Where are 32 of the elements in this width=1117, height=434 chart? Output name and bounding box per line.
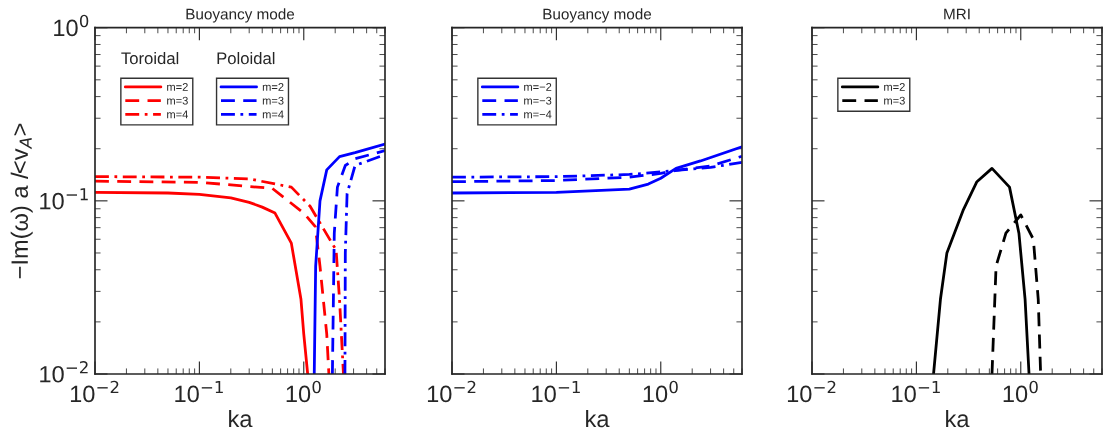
legend-label: m=4 xyxy=(262,110,284,119)
legend-label: m=−3 xyxy=(524,96,552,105)
text: Poloidal xyxy=(217,51,275,65)
legend-label: m=4 xyxy=(167,110,189,119)
y-tick-label: 10$^{−1}$ xyxy=(40,188,88,210)
legend-label: m=2 xyxy=(884,83,905,91)
x-tick-label: 10$^{0}$ xyxy=(1003,380,1038,403)
x-tick-label: 10$^{−2}$ xyxy=(427,380,476,403)
y-axis-title: −Im(ω) a /<v$_{A}$> xyxy=(10,123,33,279)
legend-label: m=2 xyxy=(262,83,284,91)
x-tick-label: 10$^{−2}$ xyxy=(787,380,836,403)
x-tick-label: 10$^{0}$ xyxy=(286,380,321,403)
legend-label: m=3 xyxy=(167,96,188,105)
y-tick-label: 10$^{0}$ xyxy=(54,14,89,37)
legend-label: m=−2 xyxy=(524,83,552,91)
legend-label: m=−4 xyxy=(524,110,552,119)
x-tick-label: 10$^{−1}$ xyxy=(175,380,223,403)
legend-label: m=3 xyxy=(262,96,284,105)
y-tick-label: 10$^{−2}$ xyxy=(40,361,88,383)
x-tick-label: 10$^{−2}$ xyxy=(70,380,119,403)
x-tick-label: 10$^{−1}$ xyxy=(892,380,940,403)
x-tick-label: 10$^{0}$ xyxy=(643,380,678,403)
chart-title: Buoyancy mode xyxy=(186,8,295,23)
legend-label: m=3 xyxy=(884,96,905,105)
chart-title: MRI xyxy=(944,8,970,20)
x-axis-title: ka xyxy=(946,409,970,428)
x-axis-title: ka xyxy=(229,409,253,428)
text: Toroidal xyxy=(121,51,179,65)
chart-title: Buoyancy mode xyxy=(543,8,652,23)
x-axis-title: ka xyxy=(586,409,610,428)
legend-label: m=2 xyxy=(167,83,188,91)
x-tick-label: 10$^{−1}$ xyxy=(532,380,580,403)
